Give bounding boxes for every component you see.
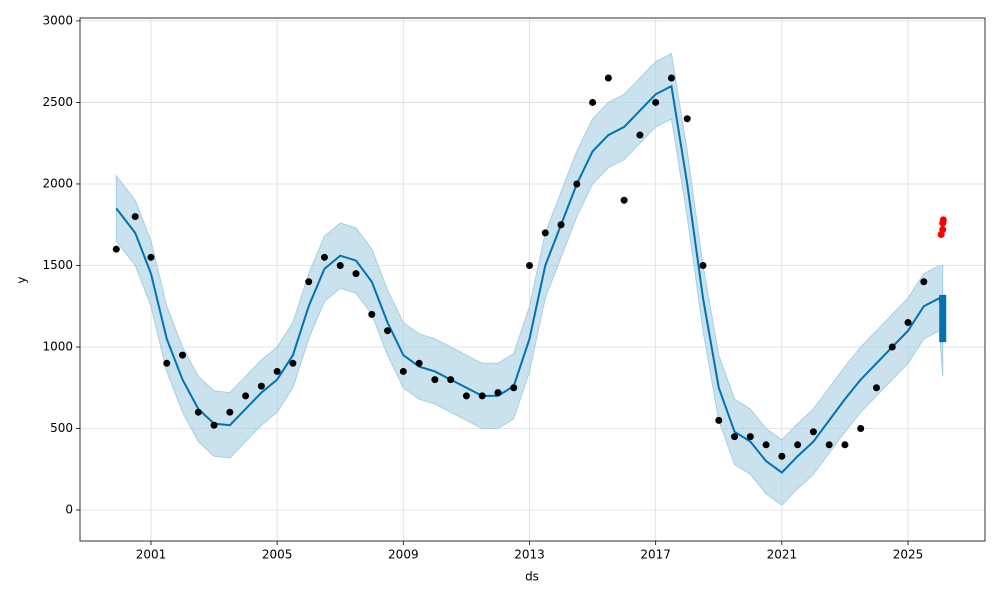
data-point: [336, 261, 344, 269]
data-point: [667, 74, 675, 82]
data-point: [352, 270, 360, 278]
data-point: [857, 425, 865, 433]
data-point: [320, 253, 328, 261]
data-point: [478, 392, 486, 400]
y-axis-label: y: [15, 276, 29, 283]
data-point: [526, 261, 534, 269]
data-point: [242, 392, 250, 400]
data-point: [257, 382, 265, 390]
data-point: [652, 98, 660, 106]
x-tick-label: 2013: [514, 548, 545, 562]
data-point: [746, 433, 754, 441]
data-point: [226, 408, 234, 416]
data-point: [715, 416, 723, 424]
y-tick-label: 1500: [42, 258, 73, 272]
y-tick-label: 2000: [42, 176, 73, 190]
data-point: [888, 343, 896, 351]
data-point: [494, 389, 502, 397]
x-axis-label: ds: [525, 570, 539, 584]
data-point: [179, 351, 187, 359]
data-point: [147, 253, 155, 261]
data-point: [809, 428, 817, 436]
data-point: [415, 359, 423, 367]
data-point: [573, 180, 581, 188]
data-point: [939, 216, 947, 224]
x-tick-label: 2001: [136, 548, 167, 562]
x-tick-label: 2005: [262, 548, 293, 562]
x-tick-label: 2009: [388, 548, 419, 562]
data-point: [431, 376, 439, 384]
data-point: [699, 261, 707, 269]
data-point: [462, 392, 470, 400]
data-point: [683, 115, 691, 123]
forecast-line: [115, 84, 944, 474]
data-point: [939, 226, 947, 234]
y-tick-label: 2500: [42, 95, 73, 109]
data-point: [541, 229, 549, 237]
data-point: [731, 433, 739, 441]
plot-frame: [79, 17, 986, 542]
data-point: [589, 98, 597, 106]
y-tick-label: 1000: [42, 339, 73, 353]
data-point: [273, 367, 281, 375]
data-point: [368, 310, 376, 318]
x-tick-label: 2017: [640, 548, 671, 562]
data-point: [163, 359, 171, 367]
x-tick-label: 2021: [767, 548, 798, 562]
data-point: [194, 408, 202, 416]
data-point: [510, 384, 518, 392]
data-point: [778, 452, 786, 460]
x-tick-label: 2025: [893, 548, 924, 562]
data-point: [210, 421, 218, 429]
data-point: [841, 441, 849, 449]
data-point: [399, 367, 407, 375]
data-point: [825, 441, 833, 449]
data-point: [904, 319, 912, 327]
data-point: [762, 441, 770, 449]
data-point: [920, 278, 928, 286]
data-point: [289, 359, 297, 367]
uncertainty-band: [115, 52, 944, 506]
y-tick-label: 0: [65, 503, 73, 517]
data-point: [131, 213, 139, 221]
y-tick-label: 3000: [42, 13, 73, 27]
y-tick-label: 500: [50, 421, 73, 435]
data-point: [794, 441, 802, 449]
data-point: [872, 384, 880, 392]
data-point: [112, 245, 120, 253]
data-point: [604, 74, 612, 82]
data-point: [384, 327, 392, 335]
data-point: [557, 221, 565, 229]
data-point: [447, 376, 455, 384]
data-point: [620, 196, 628, 204]
data-point: [305, 278, 313, 286]
data-point: [636, 131, 644, 139]
